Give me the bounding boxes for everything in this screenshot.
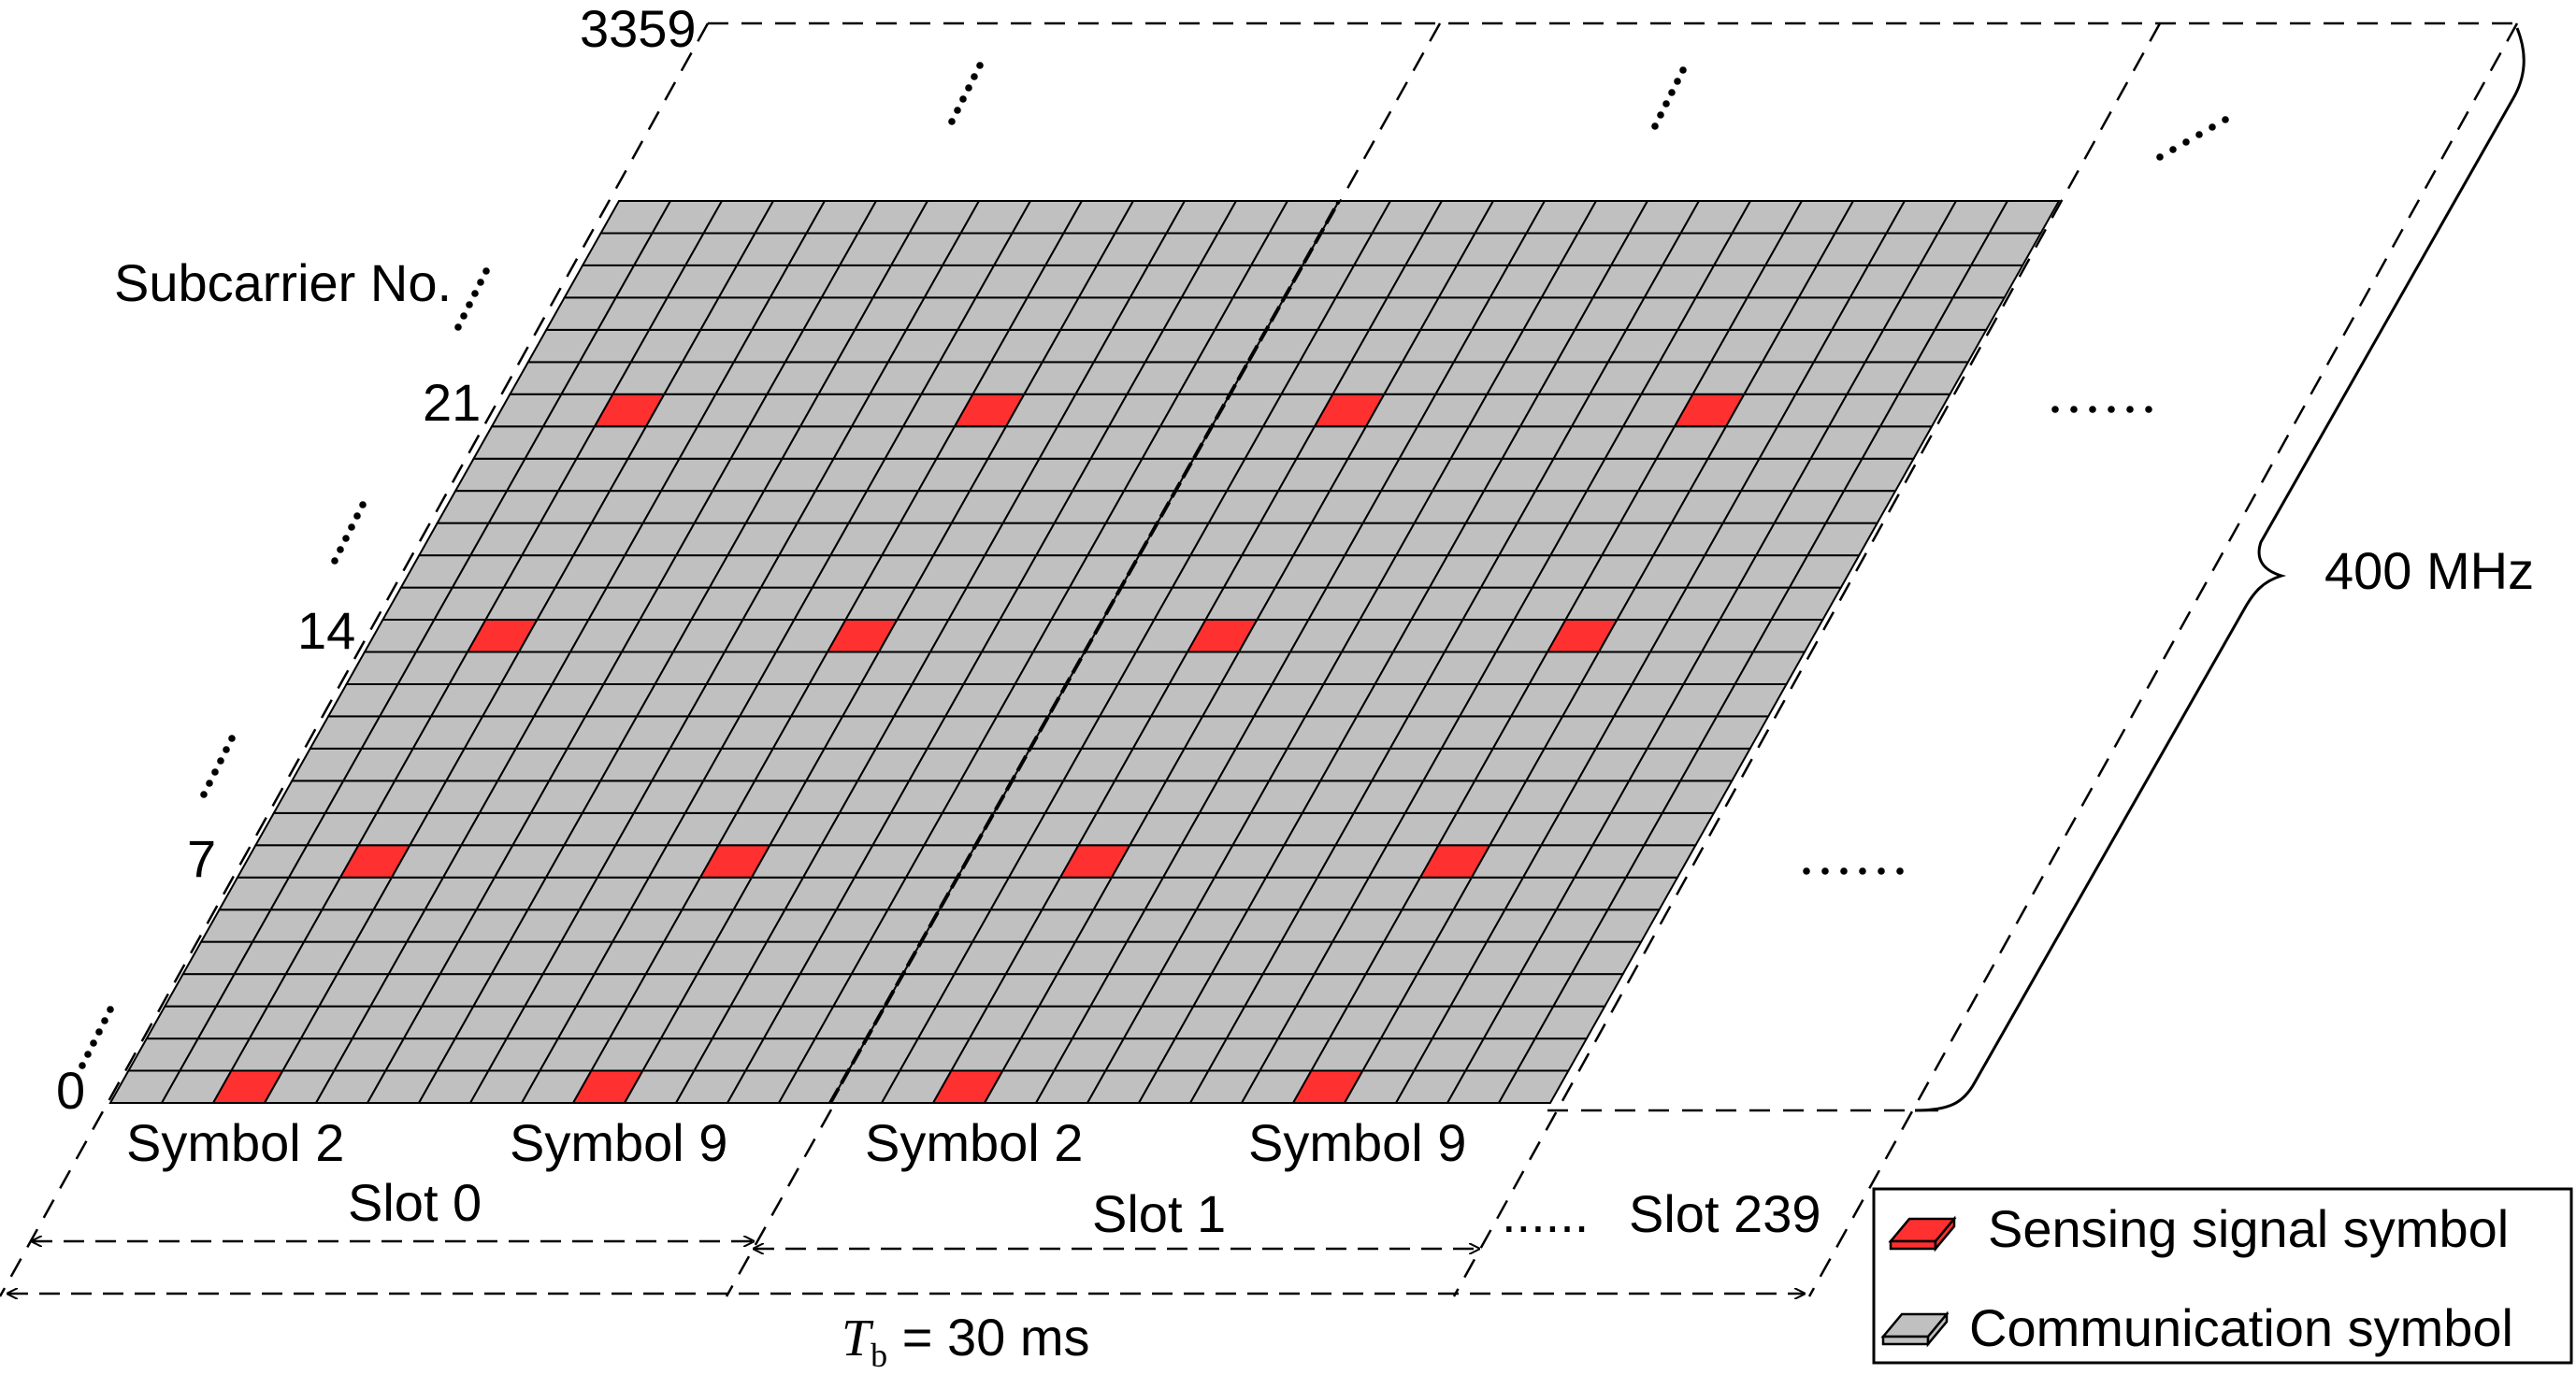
ellipsis-dot [1821, 867, 1829, 875]
ellipsis-dot [95, 1028, 103, 1036]
ellipsis-dot [965, 84, 972, 92]
ellipsis-dot [2126, 406, 2134, 413]
legend: Sensing signal symbol Communication symb… [1872, 1187, 2573, 1365]
slot-1-label: Slot 1 [1092, 1184, 1226, 1243]
bandwidth-brace [1914, 27, 2526, 1112]
legend-communication-label: Communication symbol [1969, 1298, 2513, 1357]
ellipsis-dot [331, 557, 338, 565]
ellipsis-dot [2089, 406, 2096, 413]
ellipsis-dot [2145, 406, 2152, 413]
ellipsis-dot [2169, 146, 2177, 153]
ellipsis-dot [466, 301, 473, 308]
ellipsis-dot [206, 780, 213, 787]
symbol-label: Symbol 2 [126, 1113, 344, 1172]
communication-symbol-cell [1987, 200, 2061, 235]
ellipsis-dot [79, 1062, 86, 1069]
ellipsis-dot [2051, 406, 2059, 413]
symbol-label: Symbol 9 [510, 1113, 727, 1172]
subcarrier-tick-21: 21 [423, 373, 481, 432]
ellipsis-dot [2195, 131, 2203, 138]
ellipsis-dot [2156, 153, 2164, 161]
ellipsis-dot [228, 735, 236, 742]
subcarrier-axis-title: Subcarrier No. [114, 253, 452, 312]
ellipsis-dot [1840, 867, 1848, 875]
ellipsis-dot [954, 107, 961, 114]
ellipsis-dot [1896, 867, 1904, 875]
ellipsis-dot [2209, 123, 2216, 131]
ellipsis-dot [1651, 122, 1659, 130]
ellipsis-dot [90, 1039, 97, 1047]
ellipsis-dot [101, 1017, 108, 1024]
ellipsis-dot [107, 1006, 114, 1013]
ellipsis-dot [971, 73, 978, 80]
ellipsis-dot [359, 501, 367, 508]
ellipsis-dot [2108, 406, 2115, 413]
slot-boundary [828, 200, 1341, 1104]
subcarrier-tick-14: 14 [297, 601, 355, 660]
slot-0-label: Slot 0 [348, 1173, 482, 1232]
ellipsis-dot [223, 746, 230, 753]
legend-communication-swatch [1880, 1310, 1950, 1348]
ellipsis-dot [1674, 78, 1681, 85]
symbol-label: Symbol 9 [1248, 1113, 1466, 1172]
ellipsis-dot [1803, 867, 1810, 875]
ellipsis-dot [1657, 111, 1664, 119]
ellipsis-dot [477, 279, 484, 286]
frame-duration-label: Tb = 30 ms [842, 1308, 1089, 1374]
ellipsis-dot [84, 1051, 92, 1058]
ellipsis-dot [353, 512, 361, 520]
ellipsis-dot [471, 290, 479, 297]
legend-sensing-swatch [1888, 1215, 1957, 1252]
ellipsis-dot [460, 312, 468, 320]
slot-divider-line [828, 200, 1341, 1104]
subcarrier-tick-7: 7 [187, 829, 216, 888]
legend-sensing-label: Sensing signal symbol [1988, 1199, 2509, 1258]
ellipsis-dot [217, 757, 224, 765]
ellipsis-dot [1679, 66, 1687, 74]
slot-239-label: Slot 239 [1629, 1184, 1821, 1243]
ellipsis-dot [976, 62, 984, 69]
subcarrier-tick-3359: 3359 [580, 0, 697, 58]
ellipsis-dot [1668, 89, 1676, 96]
resource-grid [108, 200, 2061, 1104]
ellipsis-dot [337, 546, 344, 553]
ellipsis-dot [948, 118, 956, 125]
subcarrier-tick-0: 0 [56, 1061, 85, 1120]
ellipsis-dot [1878, 867, 1885, 875]
ellipsis-dot [200, 791, 208, 798]
ellipsis-dot [342, 535, 350, 542]
ellipsis-dots [79, 62, 2229, 1069]
ellipsis-dot [211, 768, 219, 776]
ellipsis-dot [454, 323, 462, 331]
ellipsis-dot [959, 95, 967, 103]
ellipsis-dot [482, 267, 490, 275]
slot-ellipsis: ...... [1502, 1184, 1589, 1243]
ellipsis-dot [2070, 406, 2078, 413]
ellipsis-dot [2182, 138, 2190, 146]
slot-duration-arrows [7, 1241, 1805, 1294]
bandwidth-label: 400 MHz [2324, 541, 2534, 600]
symbol-label: Symbol 2 [865, 1113, 1083, 1172]
ellipsis-dot [2222, 116, 2229, 123]
ellipsis-dot [1859, 867, 1866, 875]
ellipsis-dot [348, 523, 355, 531]
ellipsis-dot [1662, 100, 1670, 107]
